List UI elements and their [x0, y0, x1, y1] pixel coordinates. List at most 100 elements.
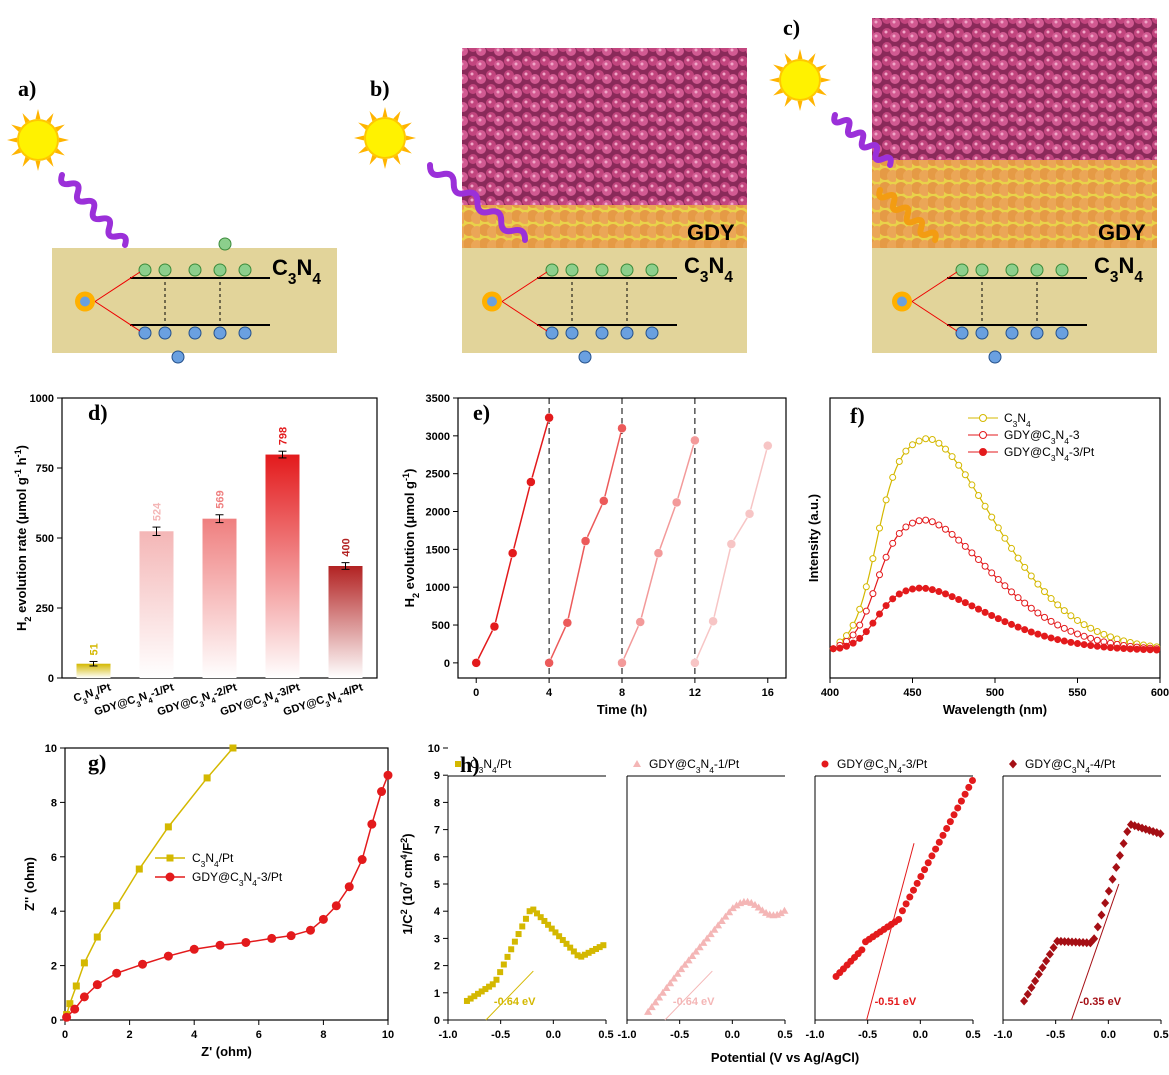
data-point: [1107, 644, 1114, 652]
x-tick-label: 6: [256, 1029, 262, 1041]
text-run: N: [326, 690, 337, 704]
data-point: [475, 990, 482, 997]
data-point: [80, 959, 88, 967]
data-point: [585, 949, 592, 956]
data-point: [948, 453, 956, 461]
data-point: [836, 644, 844, 652]
data-point: [717, 916, 726, 924]
data-point: [596, 944, 603, 951]
x-tick-label: -1.0: [806, 1029, 825, 1041]
electron-icon: [1055, 263, 1069, 277]
data-point: [909, 886, 917, 894]
hole-icon: [171, 350, 185, 364]
subscript: 3: [479, 765, 484, 775]
data-point: [163, 951, 173, 961]
text-run: GDY@C: [192, 870, 239, 884]
x-tick-label: -0.5: [670, 1029, 689, 1041]
data-point: [922, 516, 930, 524]
series-line: [694, 445, 769, 664]
data-point: [975, 556, 982, 564]
hole-icon: [645, 326, 659, 340]
chart-d-bar: d) 0 250 500 750 1000 H2 evolution rate (μmol …: [13, 393, 378, 719]
data-point: [135, 865, 143, 873]
x-axis-title: Time (h): [597, 702, 647, 717]
data-point: [489, 621, 500, 632]
gdy-layer: [872, 18, 1157, 163]
subscript: 4: [897, 765, 902, 775]
sun-ray: [54, 148, 65, 156]
text-run: 2: [411, 593, 421, 598]
text-run: GDY@C: [93, 694, 137, 719]
data-point: [856, 634, 864, 642]
text-run: N: [701, 757, 710, 771]
text-run: /Pt: [95, 681, 112, 697]
electron-icon: [238, 263, 252, 277]
electron-icon: [213, 263, 227, 277]
text-run: N: [1056, 428, 1065, 442]
data-point: [383, 770, 393, 780]
electron-icon: [545, 263, 559, 277]
data-point: [1126, 645, 1134, 653]
panel-c-letter: c): [783, 15, 800, 40]
data-point: [1156, 829, 1165, 839]
bar: [328, 566, 363, 678]
data-point: [138, 959, 148, 969]
y-tick-label: 2: [434, 961, 440, 973]
data-point: [721, 912, 730, 920]
hole-icon: [1055, 326, 1069, 340]
sun-ray: [11, 148, 22, 156]
x-axis-title: Potential (V vs Ag/AgCl): [711, 1050, 859, 1065]
data-point: [955, 596, 963, 604]
data-point: [1049, 943, 1058, 953]
data-point: [1054, 636, 1062, 644]
sun-ray: [784, 96, 792, 107]
legend-marker: [166, 854, 174, 862]
text-run: C: [1094, 253, 1110, 278]
y-tick-label: 10: [45, 743, 57, 755]
legend-marker: [979, 414, 987, 422]
data-point: [928, 852, 936, 860]
flatband-annotation: -0.64 eV: [673, 996, 715, 1008]
data-point: [935, 588, 943, 596]
fit-line: [866, 843, 915, 1021]
data-point: [862, 628, 870, 636]
electron-icon: [645, 263, 659, 277]
data-point: [463, 997, 470, 1004]
data-point: [975, 605, 982, 613]
sun-ray: [354, 135, 365, 141]
data-point: [1014, 594, 1022, 602]
sun-ray: [22, 156, 30, 167]
data-point: [500, 961, 507, 968]
text-run: -3: [1069, 428, 1080, 442]
text-run: -4/Pt: [338, 681, 365, 700]
electron-icon: [158, 263, 172, 277]
data-point: [915, 517, 923, 525]
data-point: [486, 983, 493, 990]
data-point: [843, 632, 850, 640]
data-point: [889, 595, 897, 603]
y-tick-label: 0: [51, 1015, 57, 1027]
text-run: (10: [400, 887, 415, 909]
data-point: [482, 986, 489, 993]
data-point: [948, 593, 956, 601]
data-point: [556, 933, 563, 940]
y-tick-label: 2000: [426, 507, 450, 519]
data-point: [988, 513, 996, 521]
text-run: -1/Pt: [714, 757, 740, 771]
data-point: [869, 619, 877, 627]
data-point: [72, 982, 80, 990]
legend-label: GDY@C3N4-3/Pt: [1004, 445, 1095, 463]
y-tick-label: 10: [428, 743, 440, 755]
x-tick-label: 0.0: [546, 1029, 561, 1041]
chart-h-mott-schottky: h)1/C2 (107 cm4/F2)Potential (V vs Ag/Ag…: [399, 743, 1169, 1065]
chart-e-cycles: e) 0 500 1000 1500 2000 2500 3000 3500 0 4 8 12 16 Tim…: [401, 393, 787, 717]
y-tick-label: 0: [48, 673, 54, 685]
data-point: [497, 969, 504, 976]
hole-icon: [565, 326, 579, 340]
data-point: [1067, 612, 1075, 620]
recombination-line: [501, 301, 548, 332]
data-point: [241, 937, 251, 947]
hole-icon: [1005, 326, 1019, 340]
data-point: [913, 879, 921, 887]
subscript: 4: [492, 765, 497, 775]
